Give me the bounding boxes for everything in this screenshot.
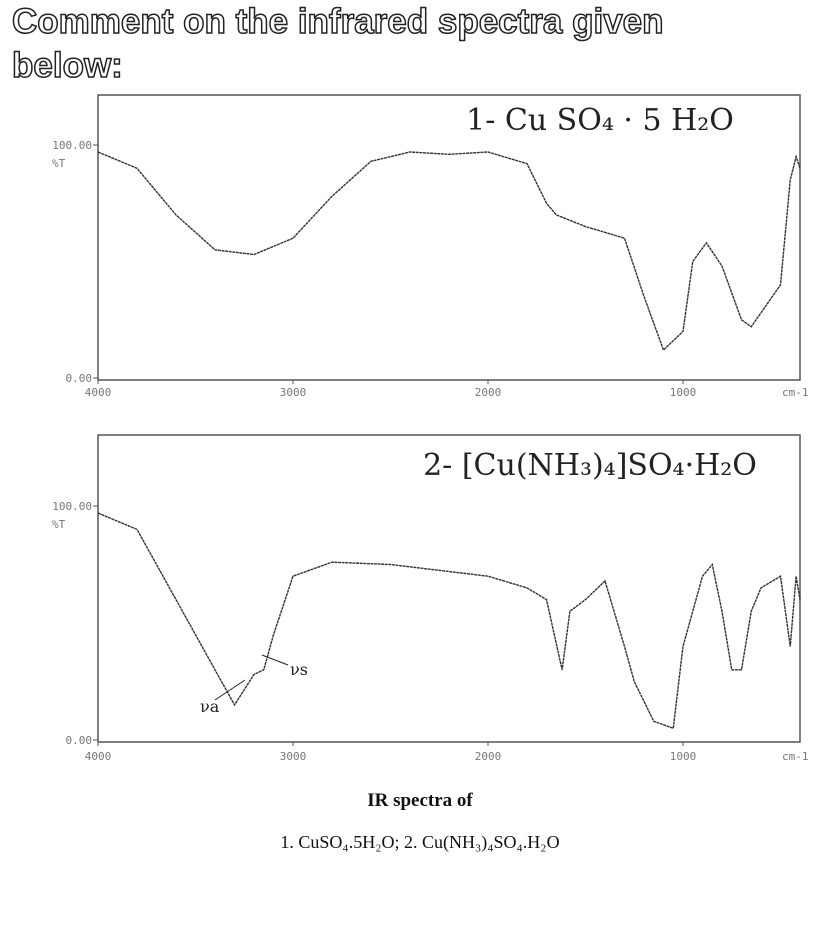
y-tick-label: 0.00 <box>66 734 93 747</box>
plot-frame <box>97 434 801 743</box>
annotation: νa <box>200 697 220 716</box>
spectrum-line <box>97 151 801 352</box>
x-tick-label: 1000 <box>670 750 697 763</box>
caption-title: IR spectra of <box>367 790 473 811</box>
x-tick-label: 3000 <box>280 750 307 763</box>
x-tick-label: 4000 <box>85 750 112 763</box>
y-tick-label: 100.00 <box>52 500 92 513</box>
x-axis-label: cm-1 <box>782 386 809 399</box>
annotation-arrow <box>261 654 289 666</box>
x-axis-label: cm-1 <box>782 750 809 763</box>
spectrum-line <box>97 512 801 730</box>
x-tick-label: 4000 <box>85 386 112 399</box>
y-tick-label: 0.00 <box>66 372 93 385</box>
chart-title: 2- [Cu(NH₃)₄]SO₄·H₂O <box>423 448 757 483</box>
x-tick-label: 2000 <box>475 386 502 399</box>
x-tick-label: 1000 <box>670 386 697 399</box>
y-axis-label: %T <box>52 518 66 531</box>
plot-frame <box>97 94 801 381</box>
caption-text: 1. CuSO₄.5H₂O; 2. Cu(NH₃)₄SO₄.H₂O <box>280 832 559 853</box>
chart-title: 1- Cu SO₄ · 5 H₂O <box>466 103 734 138</box>
y-tick-label: 100.00 <box>52 139 92 152</box>
annotation-arrow <box>214 679 246 701</box>
annotation: νs <box>290 660 308 679</box>
question: Comment on the infrared spectra given be… <box>11 1 664 86</box>
x-tick-label: 3000 <box>280 386 307 399</box>
x-tick-label: 2000 <box>475 750 502 763</box>
y-axis-label: %T <box>52 157 66 170</box>
